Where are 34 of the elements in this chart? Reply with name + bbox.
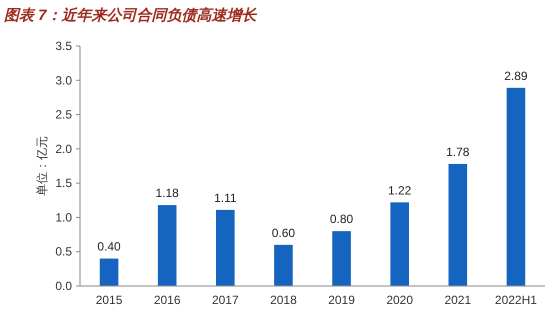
- text: 3.0: [55, 73, 72, 88]
- x-tick-label: 2021: [444, 293, 472, 307]
- text: 1.0: [55, 210, 72, 224]
- x-tick-label: 2022H1: [494, 293, 538, 307]
- y-axis-title: 单位：亿元: [35, 136, 49, 196]
- bar: [216, 210, 235, 286]
- bar: [390, 202, 409, 286]
- bar: [274, 244, 293, 286]
- bar: [332, 231, 351, 286]
- x-tick-label: 2015: [96, 293, 123, 307]
- x-tick-label: 2017: [212, 293, 239, 307]
- text: 3.5: [55, 39, 72, 53]
- bar: [158, 205, 176, 286]
- x-tick-label: 2020: [386, 293, 414, 307]
- data-label: 1.18: [156, 186, 180, 200]
- text: 1.5: [55, 176, 72, 190]
- text: 2.0: [55, 142, 72, 156]
- data-label: 2.89: [504, 68, 528, 83]
- data-label: 0.80: [330, 212, 354, 226]
- text: 2.5: [55, 108, 72, 122]
- data-label: 0.60: [272, 226, 296, 240]
- data-label: 1.22: [388, 183, 412, 198]
- data-label: 0.40: [97, 240, 122, 254]
- chart-title: 图表 7：近年来公司合同负债高速增长: [4, 6, 258, 24]
- x-tick-label: 2016: [154, 293, 181, 307]
- text: 0.5: [55, 244, 72, 259]
- bar: [100, 258, 118, 286]
- x-tick-label: 2019: [328, 293, 356, 307]
- data-label: 1.11: [214, 190, 237, 205]
- data-label: 1.78: [446, 144, 470, 159]
- x-tick-label: 2018: [270, 293, 298, 307]
- bar: [506, 88, 526, 286]
- text: 0.0: [55, 279, 72, 293]
- bar: [448, 164, 468, 286]
